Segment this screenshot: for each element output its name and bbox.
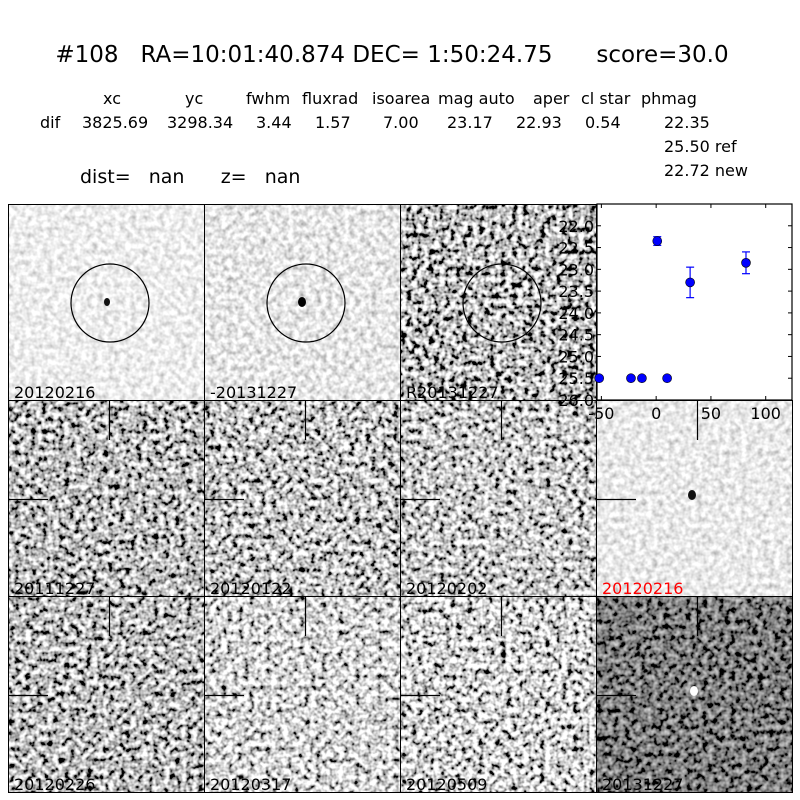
col-header-yc: yc [185,89,204,108]
cutout-image-20120122: 20120122 [204,400,401,597]
y-tick-label: 26.0 [558,391,594,410]
light-curve-chart: 22.0 22.5 23.0 23.5 24.0 24.5 25.0 25.5 26.0-50 0… [558,203,793,423]
y-tick-label: 24.5 [558,326,594,345]
value-yc: 3298.34 [167,113,234,132]
x-tick-label: -50 [588,404,614,423]
value-phmag: 22.35 [664,113,710,132]
cutout-image--20131227: -20131227 [204,204,401,401]
noise-image [9,597,204,792]
data-point [741,257,751,268]
noise-image [9,401,204,596]
y-tick-label: 22.0 [558,217,594,236]
y-tick-label: 22.5 [558,239,594,258]
cutout-image-20120317: 20120317 [204,596,401,793]
cutout-image-20120226: 20120226 [8,596,205,793]
row-label-dif: dif [40,113,61,132]
aperture-circle [266,263,346,343]
cutout-image-20111227: 20111227 [8,400,205,597]
cutout-label: 20120509 [406,775,488,793]
col-header-xc: xc [103,89,121,108]
source-blob [688,490,696,500]
col-header-cl-star: cl star [581,89,631,108]
source-blob [104,298,110,306]
noise-image [205,401,400,596]
noise-image [205,205,400,400]
source-blob [690,686,698,696]
plot-area [596,203,793,401]
data-point [662,373,672,384]
data-point [685,277,695,288]
value-aper: 22.93 [516,113,562,132]
data-point [637,373,647,384]
cutout-label: 20120317 [210,775,292,793]
data-point [594,373,604,384]
col-header-fluxrad: fluxrad [302,89,359,108]
dist-z-line: dist= nan z= nan [80,166,301,188]
cutout-label: 20120216 [602,579,684,597]
figure-title: #108 RA=10:01:40.874 DEC= 1:50:24.75 sco… [55,42,729,68]
cutout-label: 20120202 [406,579,488,597]
cutout-image-R20131227: R20131227 [400,204,597,401]
col-header-fwhm: fwhm [246,89,291,108]
phmag-ref: 25.50 ref [664,137,737,156]
source-blob [298,297,306,307]
noise-image [597,597,792,792]
data-point [626,373,636,384]
cutout-label: 20111227 [14,579,96,597]
x-tick-label: 50 [701,404,721,423]
aperture-circle [462,263,542,343]
value-fwhm: 3.44 [256,113,292,132]
cutout-label: 20120122 [210,579,292,597]
phmag-new: 22.72 new [664,161,748,180]
col-header-mag-auto: mag auto [438,89,515,108]
cutout-image-20120216: 20120216 [596,400,793,597]
aperture-circle [70,263,150,343]
value-mag-auto: 23.17 [447,113,493,132]
value-xc: 3825.69 [82,113,149,132]
noise-image [9,205,204,400]
x-tick-label: 100 [750,404,781,423]
cutout-label: R20131227 [406,383,499,401]
cutout-label: 20131227 [602,775,684,793]
noise-image [401,205,596,400]
col-header-isoarea: isoarea [372,89,431,108]
cutout-image-20120509: 20120509 [400,596,597,793]
noise-image [205,597,400,792]
cutout-image-20131227: 20131227 [596,596,793,793]
value-isoarea: 7.00 [383,113,419,132]
noise-image [401,597,596,792]
data-point [652,236,663,246]
y-tick-label: 23.5 [558,282,594,301]
x-tick-label: 0 [651,404,661,423]
y-tick-label: 24.0 [558,304,594,323]
value-cl-star: 0.54 [585,113,621,132]
value-fluxrad: 1.57 [315,113,351,132]
y-tick-label: 25.5 [558,369,594,388]
cutout-label: 20120216 [14,383,96,401]
noise-image [401,401,596,596]
cutout-image-20120216: 20120216 [8,204,205,401]
cutout-label: -20131227 [210,383,298,401]
col-header-phmag: phmag [641,89,697,108]
y-tick-label: 23.0 [558,260,594,279]
col-header-aper: aper [533,89,570,108]
cutout-label: 20120226 [14,775,96,793]
y-tick-label: 25.0 [558,347,594,366]
noise-image [597,401,792,596]
